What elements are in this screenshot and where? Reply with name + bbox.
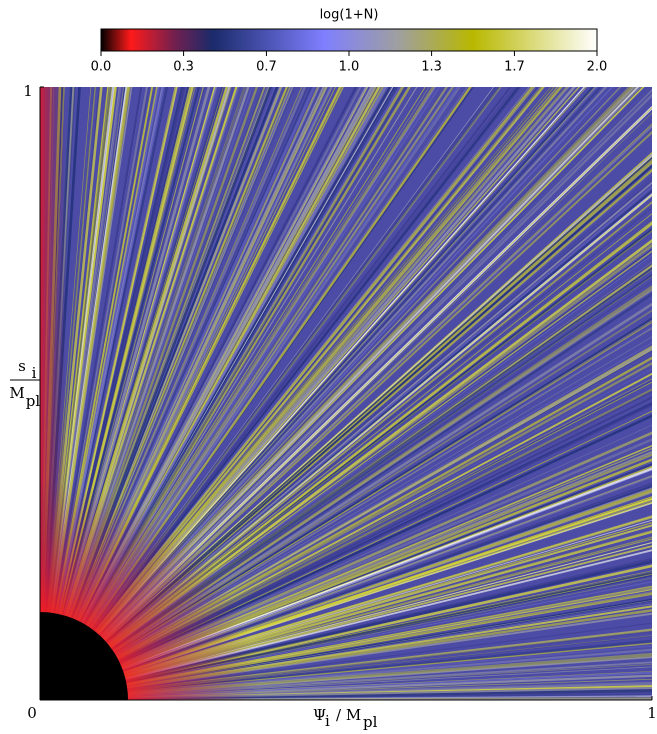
x-tick-label: 0: [27, 704, 37, 722]
xlabel-sub: i: [325, 712, 330, 730]
colorbar-tick-label: 0.0: [91, 60, 112, 75]
colorbar-tick-label: 1.7: [504, 60, 525, 75]
colorbar-tick-label: 2.0: [587, 60, 608, 75]
xlabel-sep: / M: [336, 706, 361, 724]
x-axis-label: Ψ i / M pl: [313, 706, 378, 730]
xlabel-sep-sub: pl: [363, 713, 378, 730]
ylabel-symbol: s: [18, 357, 26, 375]
x-tick-label: 1: [647, 704, 657, 722]
colorbar-tick-label: 0.7: [256, 60, 277, 75]
heatmap-field: [40, 0, 657, 700]
y-tick-label: 1: [23, 82, 33, 100]
field-red-glow: [40, 87, 652, 700]
ylabel-sub: i: [32, 364, 37, 382]
colorbar-label: log(1+N): [320, 8, 379, 23]
chart: log(1+N) s i M pl Ψ i / M pl 0.0 0.3 0.7 1.…: [0, 0, 657, 730]
y-axis-label: s i M pl: [9, 357, 40, 410]
ylabel-denominator: M: [9, 384, 24, 402]
colorbar-tick-label: 0.3: [173, 60, 194, 75]
ylabel-denominator-sub: pl: [26, 392, 41, 410]
colorbar-tick-label: 1.3: [421, 60, 442, 75]
colorbar-tick-label: 1.0: [339, 60, 360, 75]
colorbar: [101, 29, 597, 51]
